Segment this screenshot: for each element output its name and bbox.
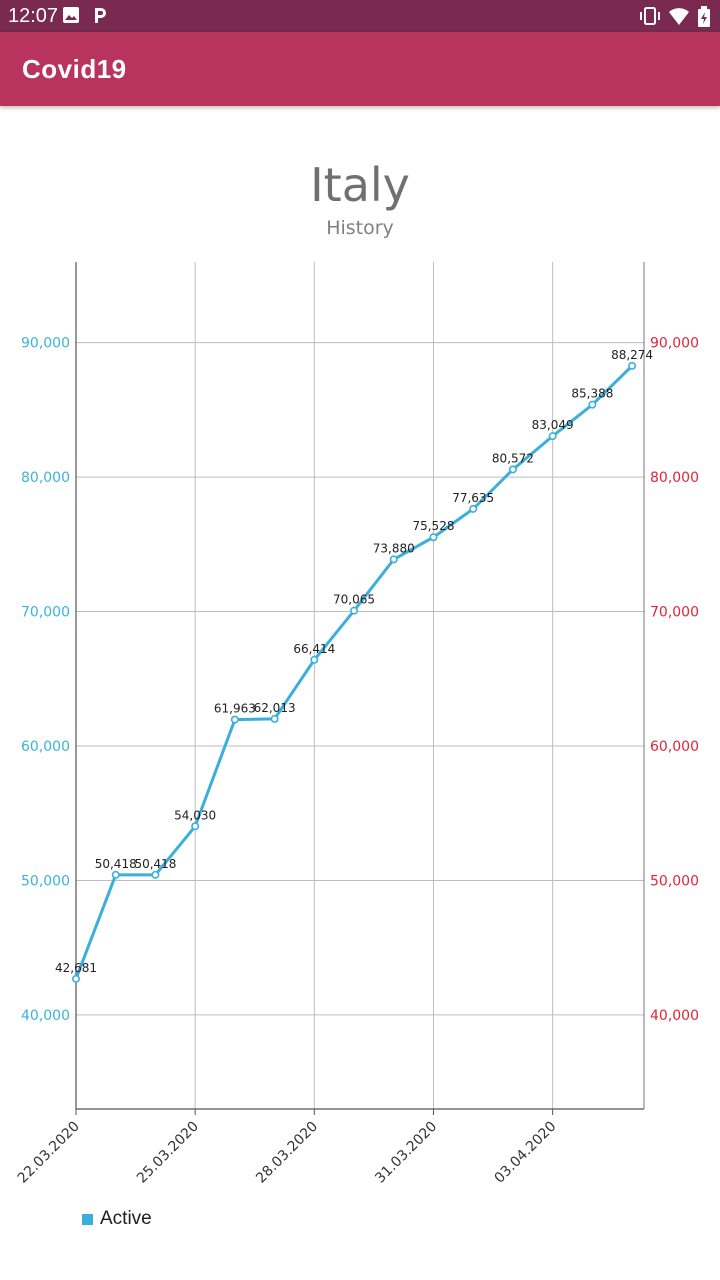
- data-label: 54,030: [174, 808, 216, 822]
- data-label: 62,013: [254, 701, 296, 715]
- data-label: 73,880: [373, 541, 415, 555]
- data-label: 61,963: [214, 702, 256, 716]
- parking-icon: [92, 6, 108, 28]
- y-tick-label-right: 50,000: [650, 873, 699, 889]
- image-icon: [62, 6, 80, 28]
- data-point: [111, 870, 120, 879]
- data-label: 42,681: [55, 961, 97, 975]
- data-point: [469, 504, 478, 513]
- y-tick-label-right: 80,000: [650, 470, 699, 486]
- wifi-icon: [668, 6, 690, 30]
- y-tick-label-left: 50,000: [21, 873, 70, 889]
- y-tick-label-left: 90,000: [21, 336, 70, 352]
- data-point: [588, 400, 597, 409]
- data-point: [191, 822, 200, 831]
- data-label: 50,418: [95, 857, 137, 871]
- y-tick-label-right: 40,000: [650, 1008, 699, 1024]
- legend-swatch: [82, 1214, 93, 1225]
- data-point: [429, 533, 438, 542]
- vibrate-icon: [639, 6, 661, 30]
- data-point: [548, 432, 557, 441]
- data-point: [389, 555, 398, 564]
- y-tick-label-right: 60,000: [650, 739, 699, 755]
- data-point: [628, 361, 637, 370]
- country-subtitle: History: [326, 217, 394, 239]
- data-label: 88,274: [611, 348, 653, 362]
- legend-label-active: Active: [100, 1208, 152, 1229]
- data-label: 85,388: [571, 387, 613, 401]
- x-tick-label: 31.03.2020: [372, 1119, 440, 1187]
- data-label: 80,572: [492, 451, 534, 465]
- data-label: 50,418: [134, 857, 176, 871]
- data-point: [72, 974, 81, 983]
- data-label: 83,049: [532, 418, 574, 432]
- app-title: Covid19: [22, 54, 127, 84]
- data-point: [270, 714, 279, 723]
- data-label: 70,065: [333, 593, 375, 607]
- data-label: 75,528: [412, 519, 454, 533]
- data-point: [508, 465, 517, 474]
- x-tick-label: 25.03.2020: [134, 1119, 202, 1187]
- status-time: 12:07: [8, 5, 59, 27]
- data-point: [230, 715, 239, 724]
- data-point: [151, 870, 160, 879]
- status-bar: 12:07: [0, 0, 720, 32]
- x-tick-label: 28.03.2020: [253, 1119, 321, 1187]
- y-tick-label-right: 70,000: [650, 605, 699, 621]
- series-line-active: [74, 364, 634, 980]
- data-label: 66,414: [293, 642, 335, 656]
- y-tick-label-left: 60,000: [21, 739, 70, 755]
- y-tick-label-left: 70,000: [21, 605, 70, 621]
- app-bar: Covid19: [0, 32, 720, 106]
- battery-icon: [697, 6, 711, 32]
- data-point: [310, 655, 319, 664]
- data-point: [350, 606, 359, 615]
- y-tick-label-left: 40,000: [21, 1008, 70, 1024]
- country-title: Italy: [310, 158, 410, 212]
- y-tick-label-right: 90,000: [650, 336, 699, 352]
- x-tick-label: 22.03.2020: [15, 1119, 83, 1187]
- x-tick-label: 03.04.2020: [491, 1119, 559, 1187]
- y-tick-label-left: 80,000: [21, 470, 70, 486]
- data-label: 77,635: [452, 491, 494, 505]
